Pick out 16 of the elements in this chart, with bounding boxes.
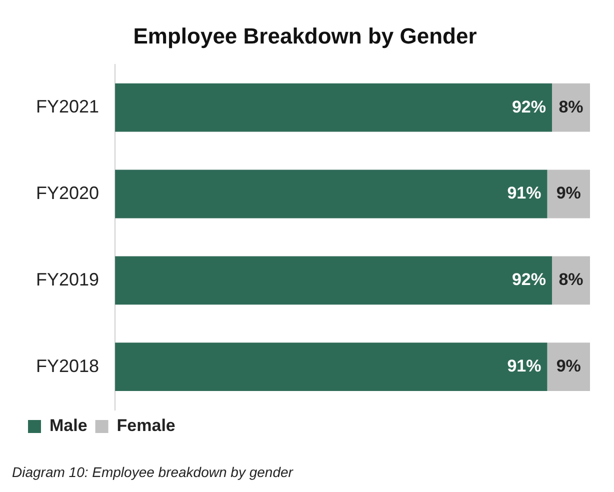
y-tick-label: FY2019 [36, 269, 100, 290]
y-tick-label: FY2021 [36, 96, 100, 117]
legend-label: Male [50, 416, 88, 436]
data-label: 92% [512, 270, 546, 290]
data-label: 91% [507, 184, 542, 203]
data-label: 91% [507, 356, 542, 376]
data-label: 92% [512, 97, 546, 116]
y-tick-label: FY2018 [36, 356, 100, 376]
data-label: 8% [558, 97, 584, 116]
chart-title: Employee Breakdown by Gender [133, 23, 478, 48]
data-label: 9% [556, 356, 581, 376]
text: Diagram 10: Employee breakdown by gender [12, 464, 293, 480]
data-label: 8% [558, 270, 584, 290]
data-label: 9% [556, 184, 581, 203]
legend-label: Female [116, 416, 176, 436]
y-tick-label: FY2020 [36, 182, 100, 203]
